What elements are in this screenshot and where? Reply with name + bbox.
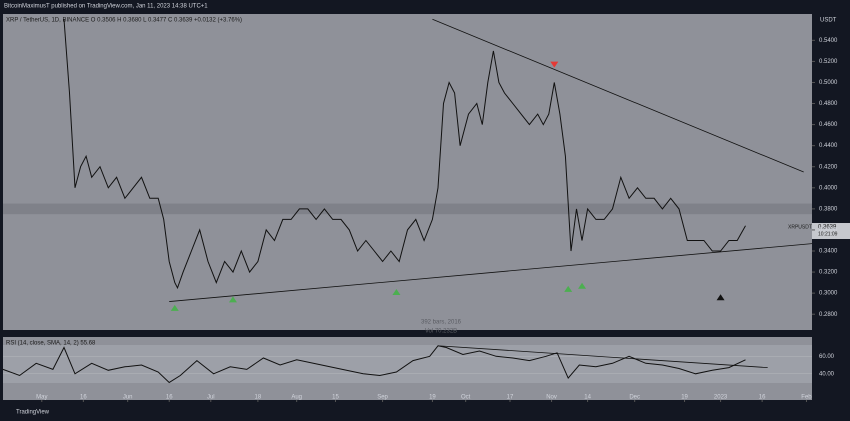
x-tick-label: Aug bbox=[291, 395, 302, 401]
x-tick-label: 17 bbox=[507, 395, 514, 401]
price-tag bbox=[812, 223, 850, 239]
price-line bbox=[63, 19, 746, 290]
up-marker bbox=[228, 296, 237, 303]
x-tick-label: 16 bbox=[759, 395, 766, 401]
trendline bbox=[169, 243, 813, 302]
rsi-tick-label: 40.00 bbox=[819, 371, 835, 377]
x-tick-label: Dec bbox=[629, 395, 640, 401]
y-tick-label: 0.3800 bbox=[819, 206, 838, 212]
range-info: 392 bars, 2016 bbox=[421, 320, 462, 326]
y-unit: USDT bbox=[820, 18, 837, 24]
x-tick-label: Jun bbox=[123, 395, 133, 401]
y-tick-label: 0.4600 bbox=[819, 122, 838, 128]
up-marker bbox=[578, 282, 587, 289]
price-tag-price: 0.3639 bbox=[818, 225, 837, 231]
x-tick-label: 18 bbox=[255, 395, 262, 401]
y-tick-label: 0.3200 bbox=[819, 270, 838, 276]
x-tick-label: May bbox=[36, 395, 47, 401]
rsi-line bbox=[2, 345, 746, 384]
rsi-tick-label: 60.00 bbox=[819, 354, 835, 360]
y-tick-label: 0.4400 bbox=[819, 143, 838, 149]
x-tick-label: Jul bbox=[207, 395, 215, 401]
x-tick-label: 16 bbox=[80, 395, 87, 401]
x-tick-label: Sep bbox=[377, 395, 388, 401]
y-tick-label: 0.4800 bbox=[819, 101, 838, 107]
y-tick-label: 0.3400 bbox=[819, 249, 838, 255]
x-tick-label: 2023 bbox=[714, 395, 728, 401]
price-tag-countdown: 10:21:09 bbox=[818, 231, 838, 237]
x-tick-label: Feb bbox=[801, 395, 812, 401]
y-tick-label: 0.3000 bbox=[819, 291, 838, 297]
y-tick-label: 0.3600 bbox=[819, 228, 838, 234]
y-tick-label: 0.4000 bbox=[819, 185, 838, 191]
x-tick-label: 19 bbox=[681, 395, 688, 401]
low-marker bbox=[716, 294, 725, 301]
volume-info: Vol 70.232B bbox=[425, 329, 457, 335]
down-marker bbox=[550, 61, 559, 68]
y-tick-label: 0.5000 bbox=[819, 80, 838, 86]
x-tick-label: 14 bbox=[584, 395, 591, 401]
header: BitcoinMaximusT published on TradingView… bbox=[4, 4, 208, 10]
footer: TradingView bbox=[16, 410, 50, 416]
x-tick-label: Oct bbox=[461, 395, 471, 401]
x-tick-label: 19 bbox=[429, 395, 436, 401]
x-tick-label: 15 bbox=[332, 395, 339, 401]
y-tick-label: 0.5400 bbox=[819, 38, 838, 44]
x-tick-label: Nov bbox=[546, 395, 557, 401]
rsi-label: RSI (14, close, SMA, 14, 2) 55.68 bbox=[6, 341, 96, 347]
y-tick-label: 0.4200 bbox=[819, 164, 838, 170]
y-tick-label: 0.2800 bbox=[819, 312, 838, 318]
rsi-trendline bbox=[437, 345, 768, 369]
x-tick-label: 16 bbox=[166, 395, 173, 401]
y-tick-label: 0.5200 bbox=[819, 59, 838, 65]
trendline bbox=[432, 18, 804, 173]
price-tag-symbol: XRPUSDT bbox=[788, 224, 812, 230]
resistance-band bbox=[3, 203, 812, 215]
chart-title: XRP / TetherUS, 1D, BINANCE O 0.3506 H 0… bbox=[6, 18, 242, 24]
up-marker bbox=[170, 304, 179, 311]
price-pane bbox=[3, 14, 812, 330]
up-marker bbox=[392, 289, 401, 296]
up-marker bbox=[564, 285, 573, 292]
